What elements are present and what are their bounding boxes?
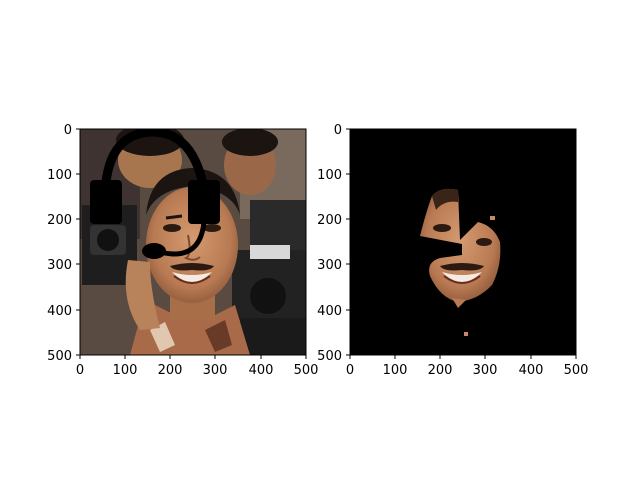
x-tick-label: 0: [346, 363, 354, 378]
right-y-tick-labels: 0 100 200 300 400 500: [317, 123, 342, 364]
y-tick-label: 200: [47, 213, 72, 228]
x-tick-label: 400: [249, 363, 274, 378]
left-axes-frame: [79, 128, 307, 356]
y-tick-label: 200: [317, 213, 342, 228]
y-tick-label: 100: [317, 168, 342, 183]
y-tick-label: 400: [47, 304, 72, 319]
x-tick-label: 500: [294, 363, 319, 378]
left-x-ticks: [79, 355, 307, 359]
x-tick-label: 300: [473, 363, 498, 378]
right-y-ticks: [346, 128, 350, 356]
y-tick-label: 100: [47, 168, 72, 183]
x-tick-label: 200: [158, 363, 183, 378]
x-tick-label: 400: [519, 363, 544, 378]
x-tick-label: 100: [113, 363, 138, 378]
y-tick-label: 0: [334, 123, 342, 138]
x-tick-label: 100: [383, 363, 408, 378]
y-tick-label: 500: [47, 349, 72, 364]
y-tick-label: 0: [64, 123, 72, 138]
y-tick-label: 300: [47, 258, 72, 273]
left-y-tick-labels: 0 100 200 300 400 500: [47, 123, 72, 364]
y-tick-label: 500: [317, 349, 342, 364]
right-axes-frame: [349, 128, 577, 356]
right-x-ticks: [349, 355, 577, 359]
left-x-tick-labels: 0 100 200 300 400 500: [76, 363, 319, 378]
right-image: [350, 129, 576, 355]
left-y-ticks: [76, 128, 80, 356]
x-tick-label: 0: [76, 363, 84, 378]
y-tick-label: 300: [317, 258, 342, 273]
right-x-tick-labels: 0 100 200 300 400 500: [346, 363, 589, 378]
x-tick-label: 300: [203, 363, 228, 378]
y-tick-label: 400: [317, 304, 342, 319]
x-tick-label: 500: [564, 363, 589, 378]
x-tick-label: 200: [428, 363, 453, 378]
left-image: [80, 129, 306, 355]
